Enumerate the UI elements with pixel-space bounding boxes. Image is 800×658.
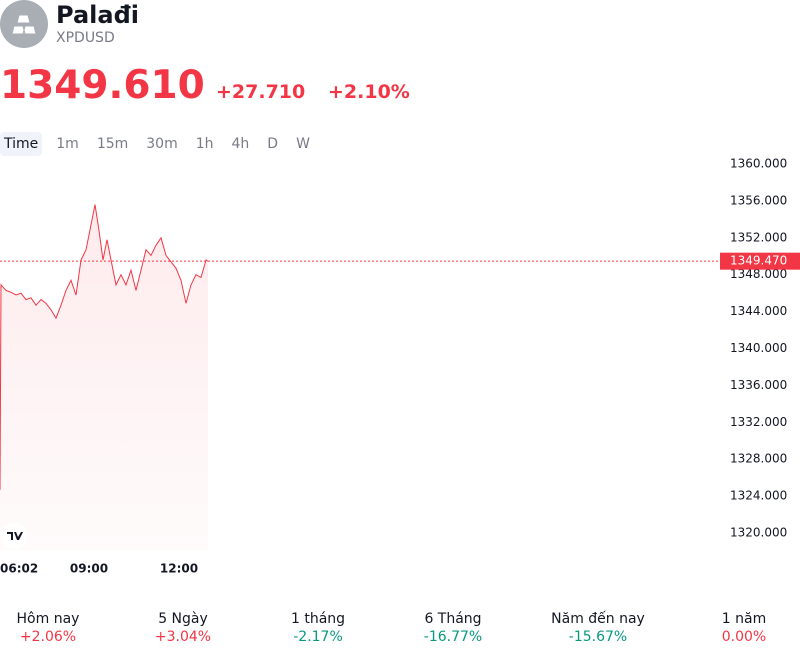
price-change: +27.710 (216, 81, 306, 103)
interval-tab[interactable]: W (296, 136, 310, 152)
interval-tab[interactable]: 1m (56, 136, 79, 152)
area (0, 204, 208, 550)
y-tick-label: 1348.000 (730, 267, 787, 281)
performance-label: 1 năm (721, 611, 767, 627)
performance-item[interactable]: 1 tháng -2.17% (248, 610, 388, 646)
performance-item[interactable]: 6 Tháng -16.77% (383, 610, 523, 646)
y-tick-label: 1356.000 (730, 193, 787, 207)
interval-tab[interactable]: D (267, 136, 279, 152)
x-tick-label: 06:02 (0, 562, 38, 576)
last-price-label: 1349.470 (730, 254, 787, 268)
performance-label: Năm đến nay (551, 611, 645, 627)
y-tick-label: 1332.000 (730, 415, 787, 429)
price-change-percent: +2.10% (328, 81, 410, 103)
y-tick-label: 1344.000 (730, 304, 787, 318)
performance-item[interactable]: Năm đến nay -15.67% (528, 610, 668, 646)
interval-tab[interactable]: Time (0, 132, 43, 156)
performance-value: -2.17% (293, 629, 343, 645)
interval-tabs: Time 1m 15m 30m 1h 4h D W (0, 132, 324, 156)
performance-item[interactable]: 5 Ngày +3.04% (113, 610, 253, 646)
performance-label: 6 Tháng (424, 611, 482, 627)
tradingview-logo (1, 523, 27, 549)
symbol-title: Palađi (56, 1, 139, 29)
y-tick-label: 1340.000 (730, 341, 787, 355)
y-tick-label: 1336.000 (730, 378, 787, 392)
performance-value: +3.04% (154, 629, 212, 645)
performance-label: 5 Ngày (158, 611, 208, 627)
interval-tab[interactable]: 4h (231, 136, 250, 152)
symbol-ticker: XPDUSD (56, 30, 115, 46)
symbol-logo (0, 0, 48, 48)
line (0, 204, 209, 490)
y-tick-label: 1324.000 (730, 489, 787, 503)
performance-value: +2.06% (19, 629, 77, 645)
y-tick-label: 1360.000 (730, 157, 787, 171)
performance-label: 1 tháng (290, 611, 346, 627)
x-tick-label: 09:00 (70, 562, 108, 576)
performance-value: -15.67% (568, 629, 628, 645)
performance-value: 0.00% (721, 629, 767, 645)
performance-item[interactable]: 1 năm 0.00% (674, 610, 800, 646)
price: 1349.610 (0, 63, 205, 108)
performance-item[interactable]: Hôm nay +2.06% (0, 610, 118, 646)
y-tick-label: 1328.000 (730, 452, 787, 466)
interval-tab[interactable]: 15m (96, 136, 129, 152)
last-price-tag (720, 252, 800, 270)
interval-tab[interactable]: 30m (146, 136, 178, 152)
chart: 1320.000 1324.000 1328.000 1332.000 1336.000… (0, 157, 800, 576)
y-tick-label: 1320.000 (730, 526, 787, 540)
performance-value: -16.77% (423, 629, 483, 645)
performance-label: Hôm nay (16, 611, 80, 627)
interval-tab[interactable]: 1h (195, 136, 214, 152)
x-tick-label: 12:00 (160, 562, 198, 576)
y-tick-label: 1352.000 (730, 230, 787, 244)
